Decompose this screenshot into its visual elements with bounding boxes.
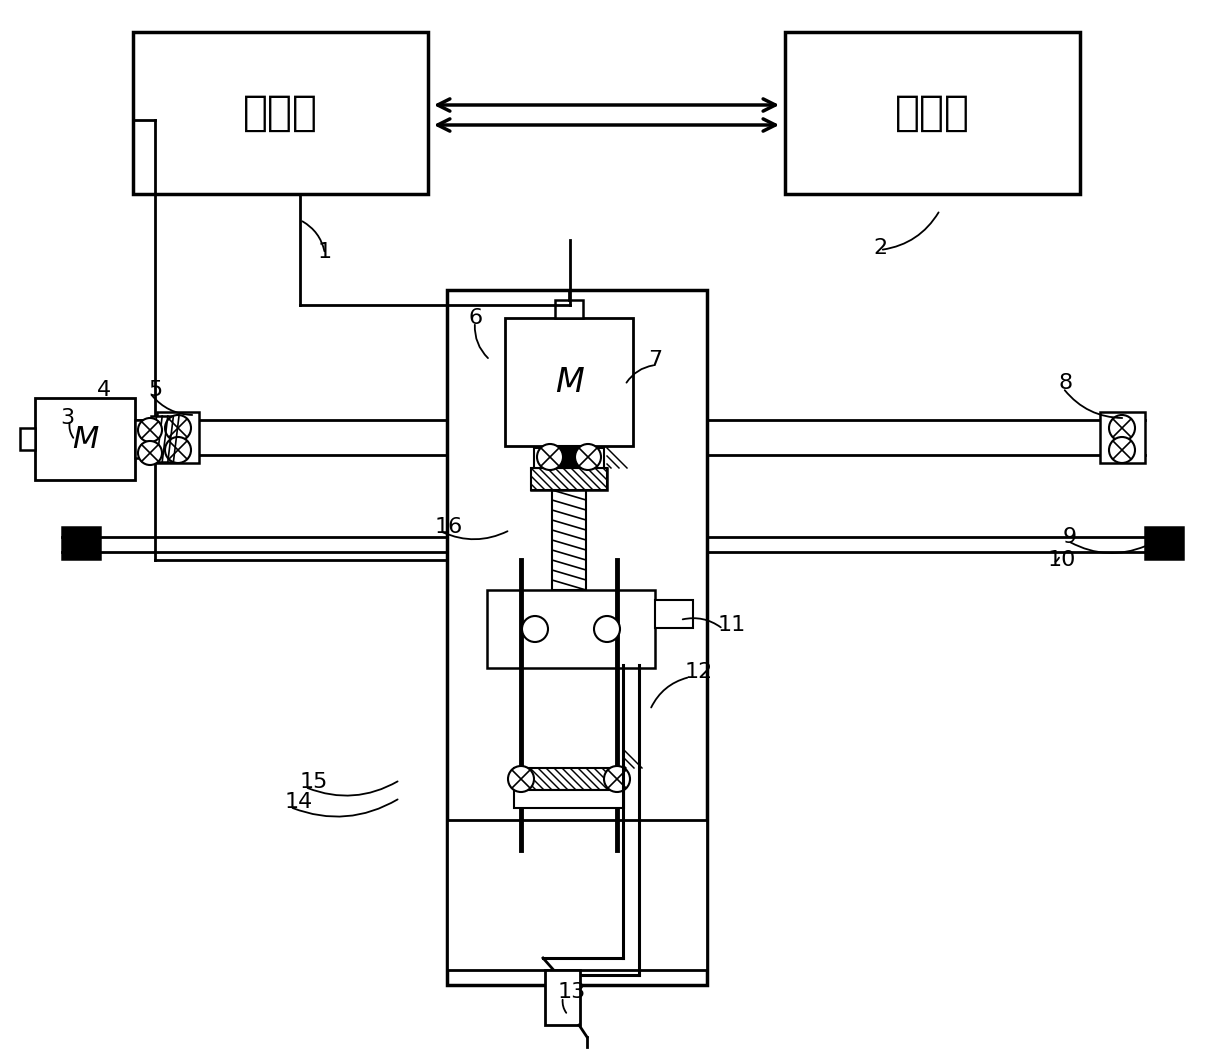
Text: 12: 12 (685, 662, 713, 682)
Text: 7: 7 (648, 350, 662, 370)
Text: 2: 2 (873, 238, 888, 257)
Bar (447, 290, 707, 985)
Bar (513, 768, 624, 789)
Bar (534, 448, 546, 468)
Bar (530, 468, 607, 491)
Text: 11: 11 (718, 615, 746, 635)
Circle shape (165, 415, 191, 440)
Circle shape (522, 616, 549, 642)
Text: 14: 14 (285, 792, 314, 812)
Text: 10: 10 (1048, 550, 1077, 570)
Circle shape (507, 766, 534, 792)
Bar (530, 468, 607, 491)
Text: 13: 13 (558, 982, 586, 1002)
Bar (555, 300, 582, 318)
Circle shape (165, 437, 191, 463)
Bar (35, 398, 134, 480)
Circle shape (604, 766, 630, 792)
Bar (552, 491, 586, 591)
Text: 3: 3 (61, 408, 74, 428)
Text: 8: 8 (1058, 373, 1072, 393)
Text: 下位机: 下位机 (243, 92, 318, 134)
Bar (558, 446, 580, 468)
Text: M: M (555, 366, 584, 399)
Bar (592, 448, 604, 468)
Bar (21, 428, 35, 450)
Text: 4: 4 (97, 380, 111, 400)
Circle shape (138, 418, 162, 442)
Bar (1100, 412, 1144, 463)
Text: 16: 16 (435, 517, 464, 537)
Circle shape (138, 440, 162, 465)
Bar (785, 32, 1080, 194)
Text: M: M (71, 425, 98, 453)
Text: 上位机: 上位机 (895, 92, 970, 134)
Circle shape (536, 444, 563, 470)
Bar (134, 420, 151, 458)
Text: 6: 6 (467, 307, 482, 328)
Bar (133, 32, 427, 194)
Bar (505, 318, 633, 446)
Bar (1144, 527, 1183, 559)
Bar (655, 600, 693, 628)
Bar (157, 412, 199, 463)
Text: 15: 15 (300, 772, 328, 792)
Circle shape (595, 616, 620, 642)
Text: 5: 5 (148, 380, 162, 400)
Circle shape (1109, 415, 1135, 440)
Bar (447, 820, 707, 970)
Bar (513, 789, 624, 808)
Circle shape (1109, 437, 1135, 463)
Bar (545, 970, 580, 1025)
Bar (151, 416, 179, 462)
Bar (487, 591, 655, 668)
Circle shape (575, 444, 601, 470)
Bar (62, 527, 101, 559)
Text: 9: 9 (1063, 527, 1077, 547)
Text: 1: 1 (318, 242, 332, 262)
